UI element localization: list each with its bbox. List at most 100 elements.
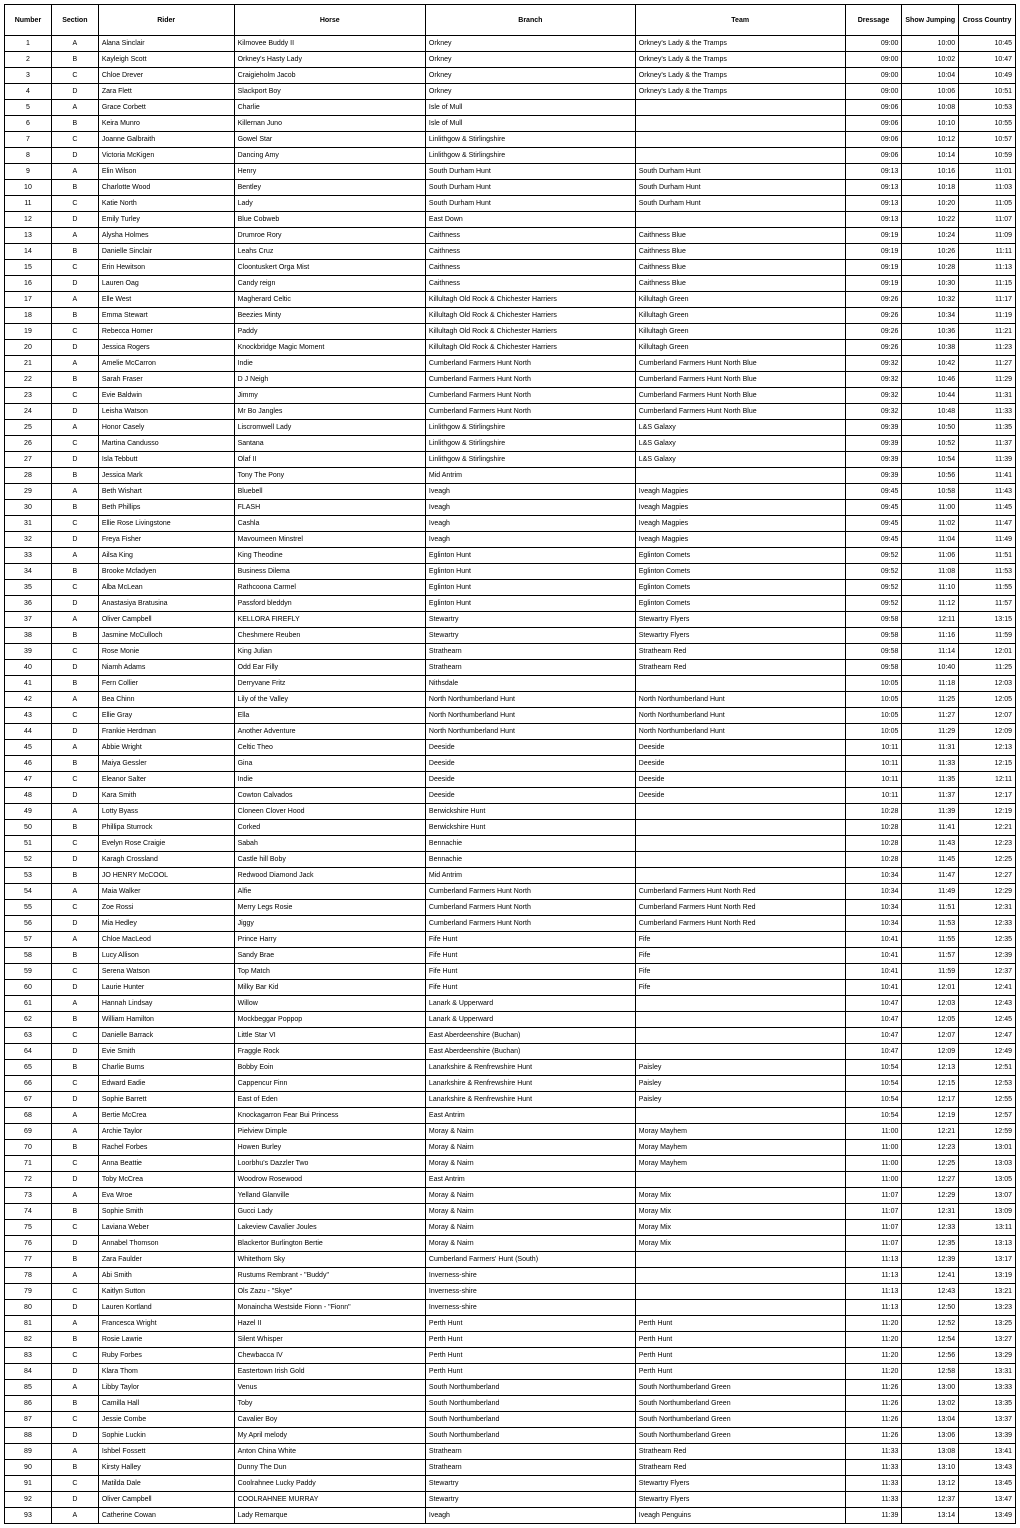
table-cell: 11:39 <box>845 1508 902 1524</box>
table-cell: Strathearn <box>425 644 635 660</box>
table-cell: Little Star VI <box>234 1028 425 1044</box>
table-cell: 10:28 <box>845 804 902 820</box>
table-cell: Jessie Combe <box>98 1412 234 1428</box>
table-cell: 63 <box>5 1028 52 1044</box>
table-cell: C <box>51 1156 98 1172</box>
table-cell: 11:33 <box>845 1476 902 1492</box>
table-cell: Strathearn Red <box>635 660 845 676</box>
table-cell: Slackport Boy <box>234 84 425 100</box>
table-cell: 11:01 <box>959 164 1016 180</box>
table-cell: A <box>51 228 98 244</box>
table-cell: North Northumberland Hunt <box>425 708 635 724</box>
table-cell: 10:28 <box>845 852 902 868</box>
table-cell: 10:14 <box>902 148 959 164</box>
table-row: 59CSerena WatsonTop MatchFife HuntFife10… <box>5 964 1016 980</box>
table-cell: 09:13 <box>845 196 902 212</box>
table-cell: 13:45 <box>959 1476 1016 1492</box>
table-cell: 53 <box>5 868 52 884</box>
table-cell: 11:00 <box>902 500 959 516</box>
table-cell: 11:59 <box>902 964 959 980</box>
table-row: 85ALibby TaylorVenusSouth Northumberland… <box>5 1380 1016 1396</box>
table-row: 26CMartina CandussoSantanaLinlithgow & S… <box>5 436 1016 452</box>
table-cell <box>635 1108 845 1124</box>
table-cell: B <box>51 1140 98 1156</box>
table-cell: North Northumberland Hunt <box>425 692 635 708</box>
table-cell: King Julian <box>234 644 425 660</box>
table-cell: 13:37 <box>959 1412 1016 1428</box>
table-cell: Stewartry <box>425 612 635 628</box>
table-cell: William Hamilton <box>98 1012 234 1028</box>
table-cell: Moray & Nairn <box>425 1124 635 1140</box>
table-cell: 74 <box>5 1204 52 1220</box>
table-cell: 12:29 <box>902 1188 959 1204</box>
table-row: 34BBrooke McfadyenBusiness DilemaEglinto… <box>5 564 1016 580</box>
table-cell: Charlie <box>234 100 425 116</box>
table-cell: 11:33 <box>845 1444 902 1460</box>
table-cell: Pielview Dimple <box>234 1124 425 1140</box>
table-cell: 10:10 <box>902 116 959 132</box>
table-cell: D J Neigh <box>234 372 425 388</box>
table-cell: Caithness Blue <box>635 228 845 244</box>
table-cell: Eglinton Hunt <box>425 596 635 612</box>
table-cell: 12:27 <box>959 868 1016 884</box>
table-cell: A <box>51 1124 98 1140</box>
table-cell: D <box>51 148 98 164</box>
table-cell: 11:43 <box>959 484 1016 500</box>
table-cell: 92 <box>5 1492 52 1508</box>
table-row: 23CEvie BaldwinJimmyCumberland Farmers H… <box>5 388 1016 404</box>
table-cell: 09:19 <box>845 276 902 292</box>
table-cell: 10:47 <box>959 52 1016 68</box>
table-cell: 11:10 <box>902 580 959 596</box>
table-cell: Jimmy <box>234 388 425 404</box>
table-row: 49ALotty ByassCloneen Clover HoodBerwick… <box>5 804 1016 820</box>
table-cell: 11:26 <box>845 1412 902 1428</box>
table-cell: 11:20 <box>845 1332 902 1348</box>
table-cell: 80 <box>5 1300 52 1316</box>
table-cell: 12:05 <box>902 1012 959 1028</box>
table-cell: 13:09 <box>959 1204 1016 1220</box>
table-cell: 11:59 <box>959 628 1016 644</box>
table-cell: Moray & Nairn <box>425 1220 635 1236</box>
table-cell: 11:25 <box>959 660 1016 676</box>
table-cell: 22 <box>5 372 52 388</box>
table-cell: COOLRAHNEE MURRAY <box>234 1492 425 1508</box>
table-cell: Henry <box>234 164 425 180</box>
table-cell: Gina <box>234 756 425 772</box>
table-cell: 12:25 <box>959 852 1016 868</box>
table-cell: 66 <box>5 1076 52 1092</box>
table-cell: Cavalier Boy <box>234 1412 425 1428</box>
table-cell: 13:49 <box>959 1508 1016 1524</box>
table-cell: 81 <box>5 1316 52 1332</box>
table-cell: Odd Ear Filly <box>234 660 425 676</box>
table-cell: 10:34 <box>845 884 902 900</box>
table-cell: 11:17 <box>959 292 1016 308</box>
table-cell: D <box>51 596 98 612</box>
table-row: 92DOliver CampbellCOOLRAHNEE MURRAYStewa… <box>5 1492 1016 1508</box>
table-cell: D <box>51 1236 98 1252</box>
table-cell: 11:13 <box>845 1268 902 1284</box>
table-cell: Brooke Mcfadyen <box>98 564 234 580</box>
table-cell: Cumberland Farmers Hunt North <box>425 884 635 900</box>
table-cell: 09:19 <box>845 228 902 244</box>
table-cell: Eglinton Comets <box>635 580 845 596</box>
table-cell: L&S Galaxy <box>635 420 845 436</box>
table-cell: Kilmovee Buddy II <box>234 36 425 52</box>
table-cell: D <box>51 1364 98 1380</box>
table-cell: 09:32 <box>845 388 902 404</box>
table-cell: 93 <box>5 1508 52 1524</box>
table-cell: Caithness <box>425 260 635 276</box>
table-row: 84DKlara ThomEastertown Irish GoldPerth … <box>5 1364 1016 1380</box>
table-cell: A <box>51 932 98 948</box>
table-cell: 09:26 <box>845 308 902 324</box>
table-cell: Strathearn Red <box>635 1444 845 1460</box>
table-cell: 12:35 <box>959 932 1016 948</box>
table-cell: 12:09 <box>959 724 1016 740</box>
table-cell: 11:51 <box>902 900 959 916</box>
table-cell: 12:57 <box>959 1108 1016 1124</box>
table-cell: 12:11 <box>902 612 959 628</box>
column-header: Cross Country <box>959 5 1016 36</box>
table-cell: 42 <box>5 692 52 708</box>
table-cell: Danielle Barrack <box>98 1028 234 1044</box>
table-cell: 10:41 <box>845 964 902 980</box>
table-cell: 10:52 <box>902 436 959 452</box>
